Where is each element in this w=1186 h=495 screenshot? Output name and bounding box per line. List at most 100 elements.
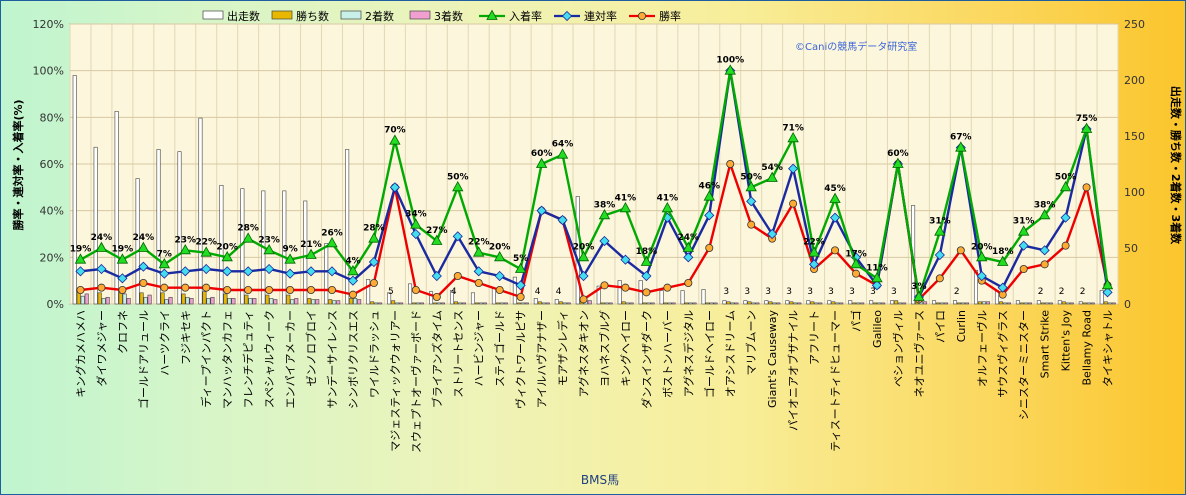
bar-2着数 [164,299,169,305]
data-label-入着率: 24% [133,233,155,243]
point-連対率 [431,270,442,282]
bar-2着数 [604,302,609,305]
bar-3着数 [965,302,970,305]
bar-3着数 [629,302,634,305]
bar-3着数 [1048,302,1053,305]
point-連対率 [180,266,191,277]
bar-count-label: 2 [1080,287,1086,297]
bar-勝ち数 [202,291,207,305]
bar-勝ち数 [726,301,731,305]
data-label-入着率: 24% [678,233,700,243]
bar-3着数 [902,302,907,305]
point-勝率 [789,199,798,208]
point-連対率 [305,266,317,277]
bar-3着数 [1006,302,1011,305]
data-label-入着率: 4% [345,256,360,266]
y-axis-label-left: 勝率・連対率・入着率(%) [11,99,25,230]
data-label-入着率: 50% [740,172,762,182]
point-勝率 [265,285,274,294]
x-tick-label: Curlin [955,310,968,342]
bar-勝ち数 [181,293,186,305]
point-連対率 [809,259,820,270]
bar-3着数 [482,302,487,305]
x-tick-label: ダイワメジャー [94,310,108,386]
y-axis-label-right: 出走数・勝ち数・2着数・3着数 [1169,86,1183,245]
point-入着率 [200,246,212,257]
bar-出走数 [617,280,622,305]
point-入着率 [598,209,611,220]
x-tick-label: スペシャルウィーク [263,310,276,408]
bar-3着数 [189,298,194,305]
point-連対率 [557,214,568,226]
x-tick-label: ヨハネスブルグ [597,310,611,387]
x-tick-label: アグネスタキオン [577,310,591,397]
x-tick-label: シニスターミニスター [1018,310,1031,420]
bar-勝ち数 [558,301,563,305]
legend-swatch [340,10,362,20]
bar-3着数 [503,302,508,305]
bar-2着数 [478,302,483,305]
point-勝率 [495,285,504,294]
bar-出走数 [324,243,329,305]
bar-2着数 [457,302,462,305]
x-tick-label: ハービンジャー [473,310,486,386]
legend-marker [638,11,647,20]
point-勝率 [726,159,735,168]
data-label-入着率: 71% [782,123,804,133]
data-label-入着率: 9% [282,245,297,255]
bar-出走数 [785,300,790,305]
legend-label: 2着数 [365,9,394,23]
data-label-入着率: 28% [363,224,385,234]
bar-勝ち数 [894,300,899,305]
bar-2着数 [520,302,525,305]
bar-count-label: 4 [535,287,541,297]
bar-3着数 [1027,302,1032,305]
bar-2着数 [961,302,966,305]
point-勝率 [516,292,525,301]
bar-3着数 [399,302,404,305]
point-入着率 [326,237,338,248]
bar-出走数 [890,300,895,305]
x-tick-label: アフリート [808,310,821,365]
bar-出走数 [429,291,434,305]
bar-勝ち数 [747,301,752,305]
bar-2着数 [814,302,819,305]
bar-出走数 [575,196,580,305]
y-tick-right: 0 [1124,298,1131,311]
x-tick-label: フジキセキ [179,310,192,365]
bar-count-label: 3 [744,287,750,297]
bar-出走数 [408,283,413,305]
x-tick-label: Smart Strike [1039,310,1052,379]
bar-出走数 [1057,300,1062,305]
data-label-入着率: 64% [552,140,574,150]
bar-count-label: 2 [954,287,960,297]
point-連対率 [515,280,526,291]
bar-出走数 [491,288,496,305]
bar-勝ち数 [810,301,815,305]
bar-2着数 [667,302,672,305]
data-label-入着率: 60% [887,149,909,159]
point-入着率 [1018,225,1030,236]
bar-count-label: 3 [870,287,876,297]
bar-2着数 [269,298,274,305]
point-入着率 [158,258,170,269]
data-label-入着率: 3% [911,282,926,292]
bar-勝ち数 [265,294,270,305]
bar-勝ち数 [97,292,102,305]
bar-出走数 [743,300,748,305]
point-勝率 [1019,264,1028,273]
point-入着率 [1059,181,1072,192]
x-tick-label: ディープインパクト [199,310,213,408]
data-label-入着率: 75% [1076,114,1098,124]
bar-2着数 [80,295,85,305]
bar-2着数 [353,298,358,305]
data-label-入着率: 19% [112,245,134,255]
point-勝率 [432,292,441,301]
bar-出走数 [764,300,769,305]
x-tick-label: ゼンノロブロイ [304,310,318,386]
bar-2着数 [981,301,986,305]
bar-2着数 [1086,302,1091,305]
bar-勝ち数 [160,292,165,305]
point-連対率 [410,228,421,240]
point-勝率 [747,220,756,229]
